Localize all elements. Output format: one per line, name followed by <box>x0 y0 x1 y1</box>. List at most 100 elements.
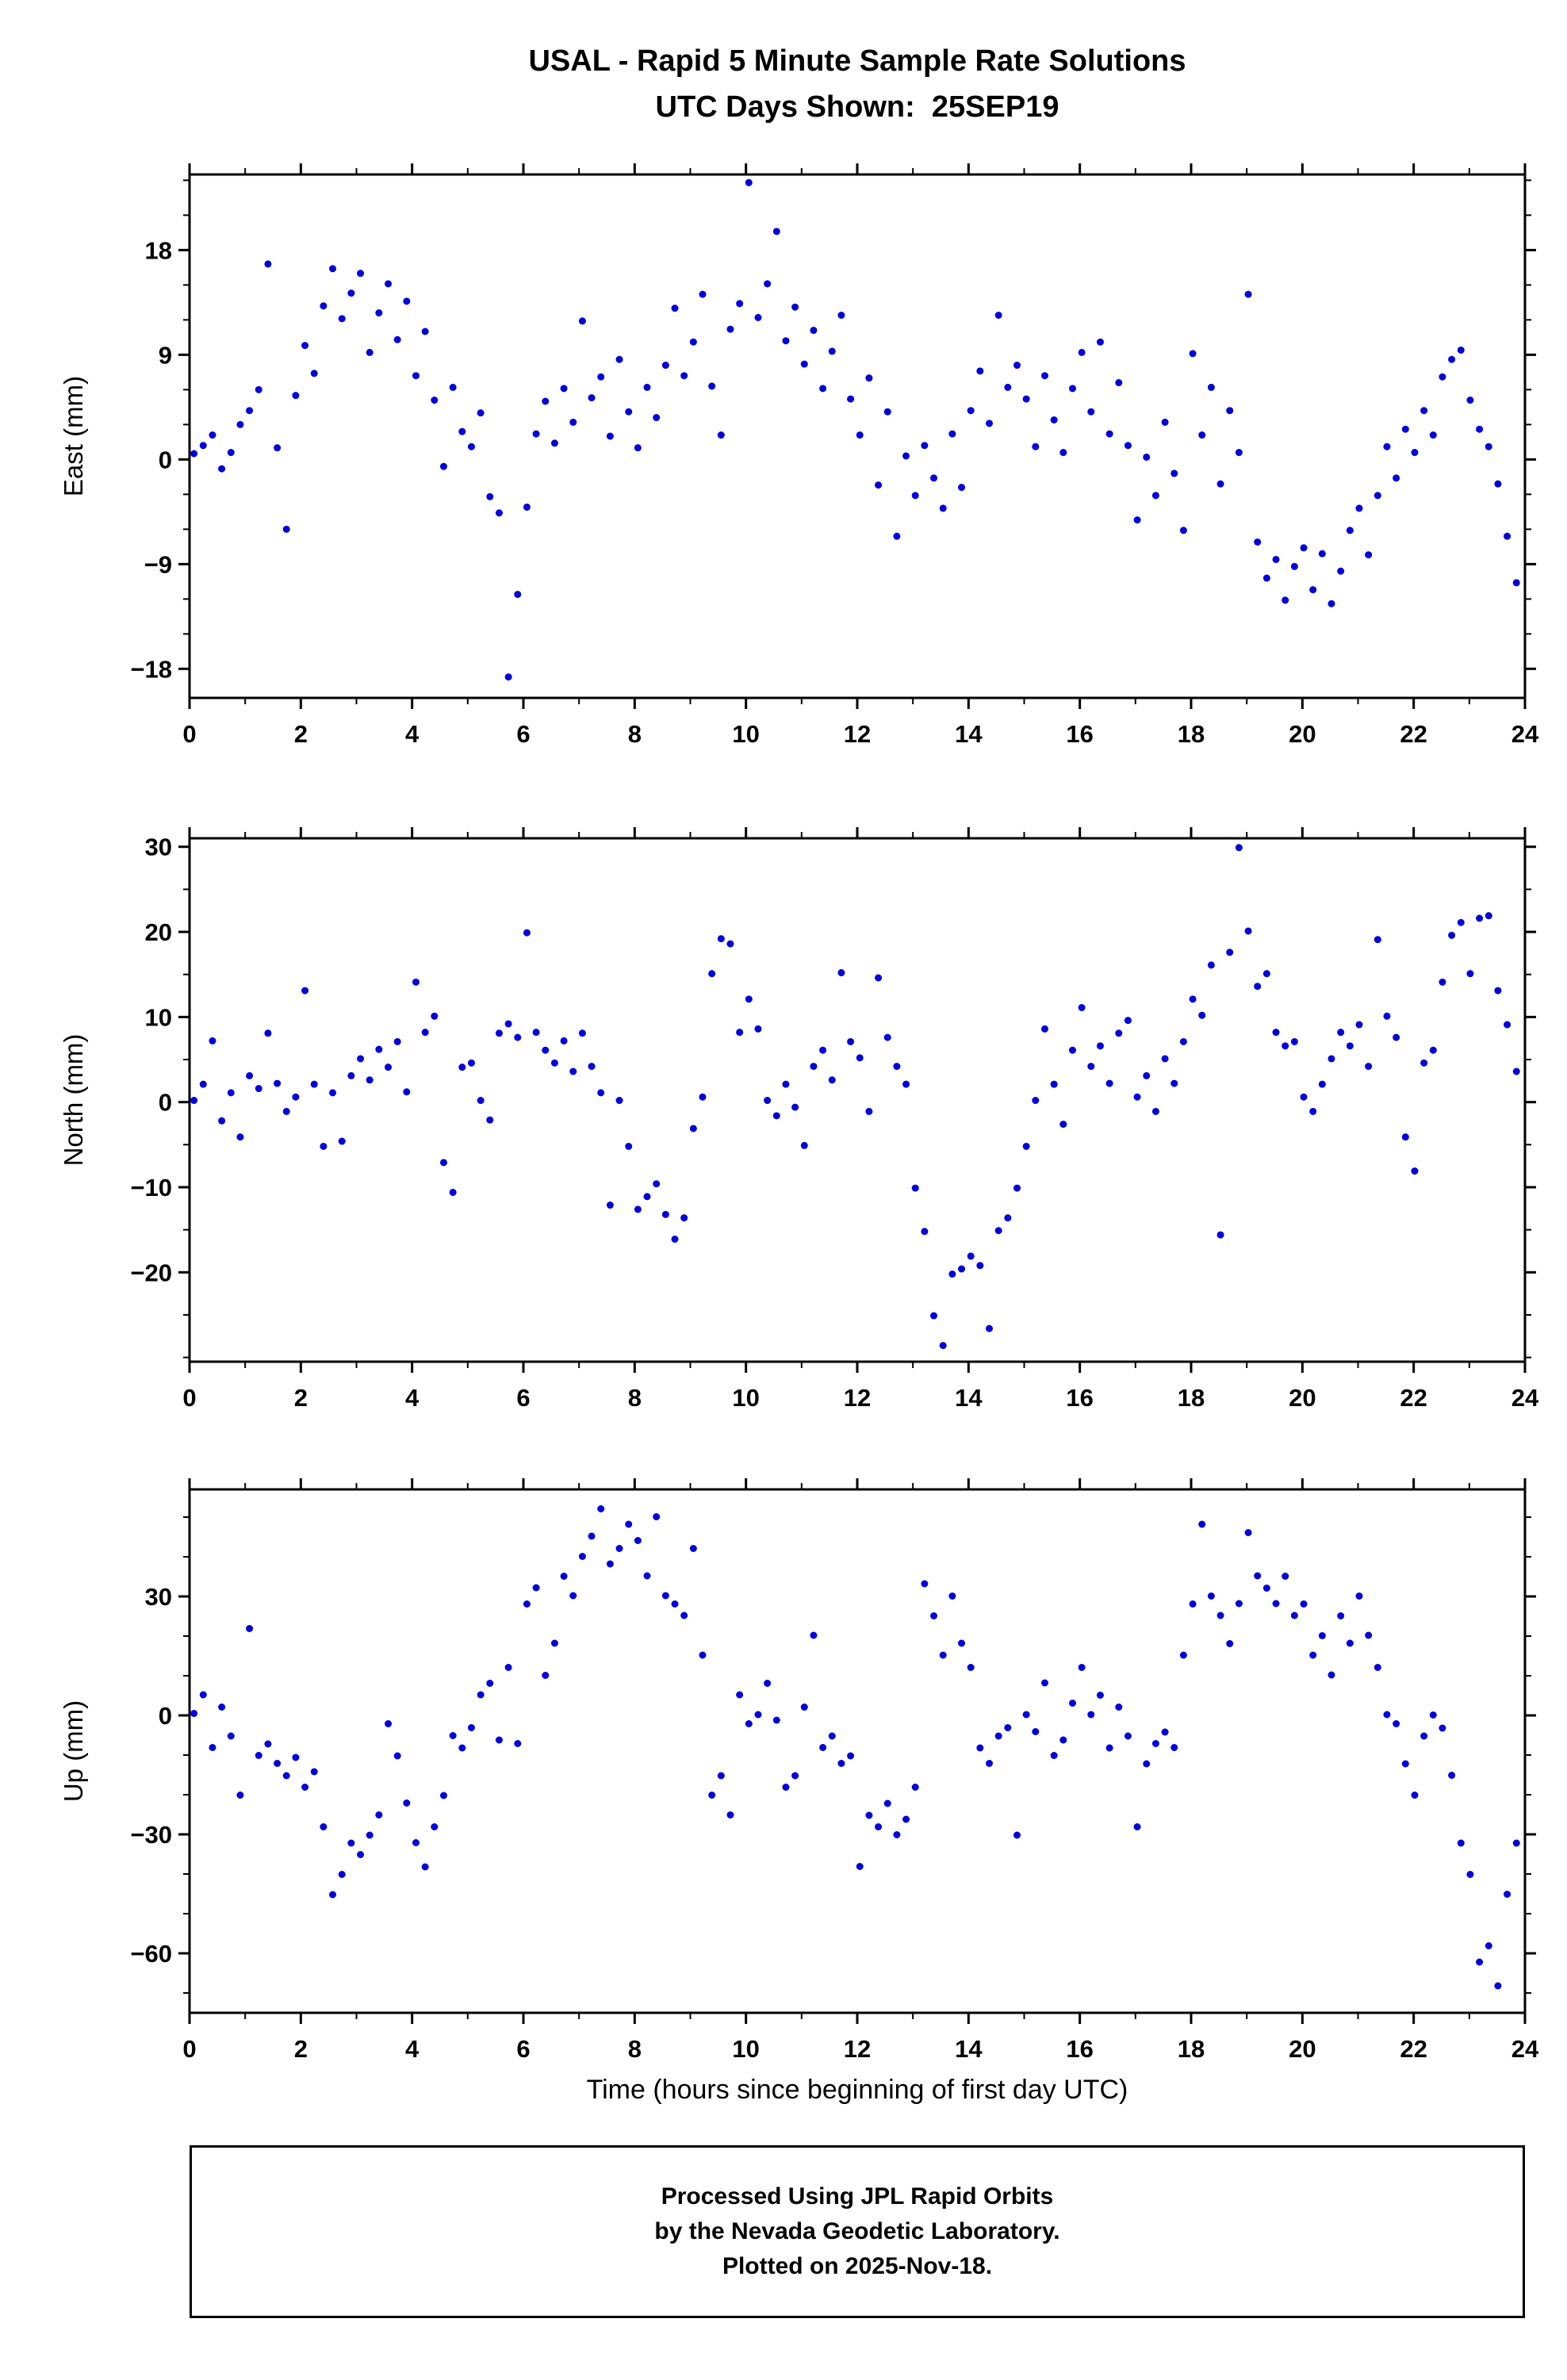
data-point <box>736 1029 744 1037</box>
data-point <box>1374 1664 1381 1671</box>
data-point <box>986 1324 994 1332</box>
data-point <box>504 673 512 681</box>
data-point <box>1254 538 1262 546</box>
data-point <box>1374 492 1381 500</box>
data-point <box>1189 350 1197 358</box>
data-point <box>902 1815 910 1823</box>
data-point <box>421 328 429 335</box>
data-point <box>1401 1760 1409 1768</box>
x-tick-label: 12 <box>844 1384 871 1412</box>
data-point <box>246 1071 254 1079</box>
data-point <box>560 1037 568 1044</box>
data-point <box>227 1089 235 1097</box>
data-point <box>199 442 207 450</box>
data-point <box>403 1799 411 1807</box>
data-point <box>218 1704 226 1711</box>
data-point <box>1401 1133 1409 1141</box>
data-point <box>1337 1029 1345 1037</box>
data-point <box>209 1037 216 1044</box>
data-point <box>939 1651 947 1659</box>
data-point <box>661 1592 669 1600</box>
data-point <box>227 1732 235 1740</box>
x-tick-label: 22 <box>1400 1384 1427 1412</box>
data-point <box>467 443 475 450</box>
data-point <box>1068 385 1076 393</box>
data-point <box>1004 1724 1012 1731</box>
data-point <box>477 1097 485 1105</box>
x-tick-label: 0 <box>182 1384 196 1412</box>
data-point <box>689 1545 697 1552</box>
data-point <box>329 1891 337 1899</box>
data-point <box>588 1532 596 1540</box>
data-point <box>1087 1063 1095 1071</box>
data-point <box>1124 1732 1132 1740</box>
y-tick-label: −20 <box>130 1259 172 1286</box>
x-tick-label: 4 <box>405 1384 420 1412</box>
data-point <box>246 1625 254 1632</box>
data-point <box>1504 1891 1511 1898</box>
time-axis-label: Time (hours since beginning of first day… <box>586 2075 1128 2105</box>
data-point <box>791 1103 799 1111</box>
data-point <box>625 1142 633 1150</box>
x-tick-label: 16 <box>1066 1384 1093 1412</box>
data-point <box>1439 373 1446 381</box>
data-point <box>385 280 393 288</box>
data-point <box>357 1851 365 1858</box>
data-point <box>439 1159 447 1167</box>
data-point <box>1262 970 1270 978</box>
data-point <box>282 525 290 533</box>
data-point <box>1170 1744 1178 1751</box>
x-tick-label: 8 <box>628 720 642 748</box>
x-tick-label: 16 <box>1066 720 1093 748</box>
data-point <box>1272 1029 1280 1037</box>
data-point <box>911 1784 919 1791</box>
data-point <box>994 311 1002 319</box>
data-point <box>1485 1942 1492 1949</box>
data-point <box>1198 1011 1206 1019</box>
data-point <box>893 1831 901 1838</box>
data-point <box>764 1097 772 1105</box>
data-point <box>1365 551 1373 559</box>
data-point <box>754 1711 762 1719</box>
data-point <box>939 504 947 512</box>
data-point <box>1143 1071 1151 1079</box>
data-point <box>514 1740 522 1747</box>
data-point <box>1040 372 1048 380</box>
data-point <box>1355 1021 1363 1029</box>
data-point <box>1512 1839 1520 1847</box>
data-point <box>504 1020 512 1028</box>
data-point <box>199 1080 207 1088</box>
data-point <box>1290 1612 1298 1619</box>
data-point <box>1365 1631 1373 1639</box>
data-point <box>1439 1724 1446 1732</box>
up-axis-label: Up (mm) <box>59 1700 88 1803</box>
data-point <box>1013 1831 1021 1839</box>
data-point <box>560 385 568 393</box>
data-point <box>403 297 411 305</box>
data-point <box>449 383 457 391</box>
data-point <box>754 313 762 321</box>
data-point <box>329 1089 337 1097</box>
data-point <box>1411 1792 1419 1799</box>
data-point <box>458 1744 466 1752</box>
data-point <box>1476 425 1484 433</box>
data-point <box>1087 1711 1095 1719</box>
x-tick-label: 14 <box>955 1384 983 1412</box>
data-point <box>1383 1012 1391 1020</box>
y-tick-label: −9 <box>144 550 172 578</box>
data-point <box>1318 550 1326 558</box>
data-point <box>560 1573 568 1580</box>
data-point <box>911 1184 919 1192</box>
data-point <box>958 1639 966 1647</box>
x-tick-label: 6 <box>516 1384 530 1412</box>
data-point <box>875 1823 883 1830</box>
data-point <box>421 1029 429 1037</box>
data-point <box>745 995 753 1003</box>
data-point <box>1216 1231 1224 1239</box>
data-point <box>921 1228 929 1236</box>
data-point <box>1207 1592 1215 1600</box>
data-point <box>1226 949 1234 956</box>
data-point <box>1226 407 1234 415</box>
data-point <box>542 397 550 405</box>
east-axis-label: East (mm) <box>59 375 88 497</box>
